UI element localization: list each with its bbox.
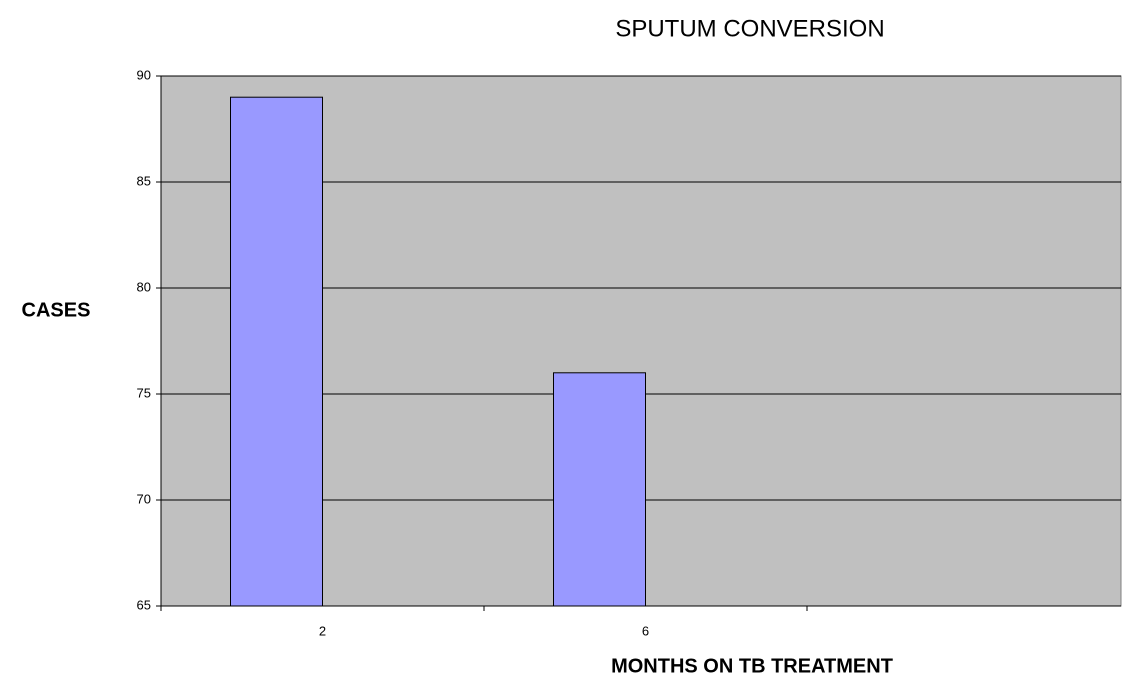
y-tick-label: 75 (137, 385, 151, 400)
y-tick-label: 65 (137, 597, 151, 612)
x-tick-label: 6 (642, 623, 649, 638)
y-tick-label: 90 (137, 67, 151, 82)
y-tick-label: 80 (137, 279, 151, 294)
x-axis-label: MONTHS ON TB TREATMENT (611, 655, 893, 677)
bar (553, 372, 646, 607)
bar (230, 96, 323, 607)
x-tick-label: 2 (319, 623, 326, 638)
y-tick-label: 85 (137, 173, 151, 188)
y-tick-label: 70 (137, 491, 151, 506)
y-axis-label: CASES (22, 299, 91, 321)
chart-title: SPUTUM CONVERSION (615, 15, 884, 42)
